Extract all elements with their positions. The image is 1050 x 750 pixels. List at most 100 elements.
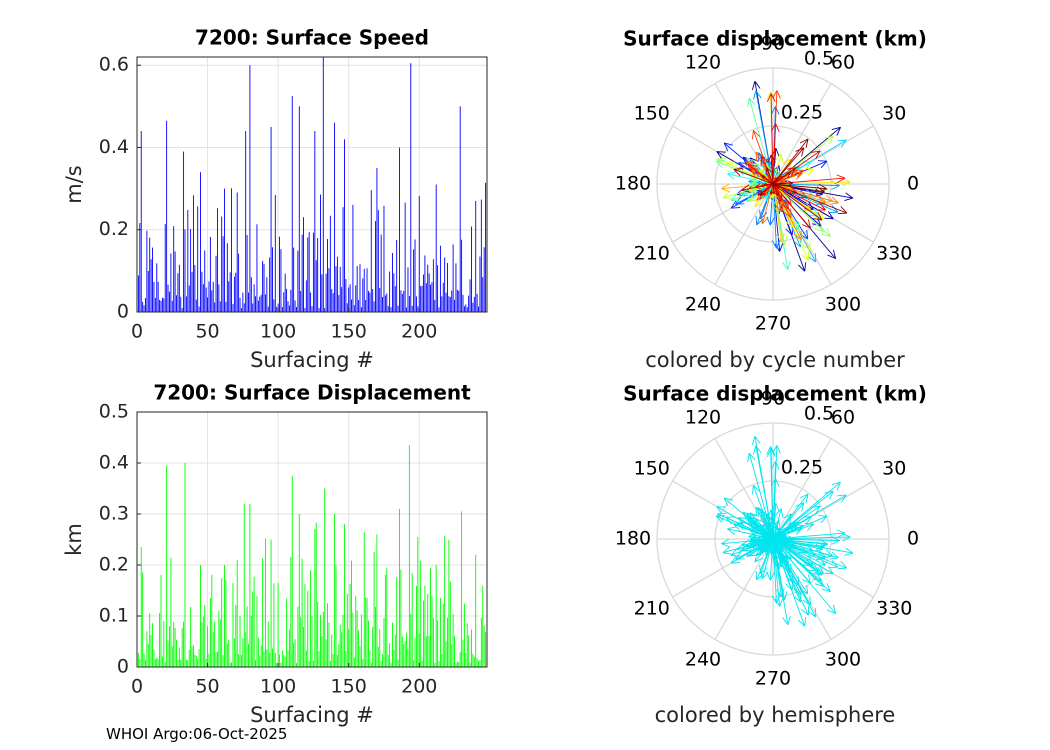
arrow-head: [759, 169, 766, 173]
arrow-head: [825, 194, 834, 202]
arrow-head: [836, 174, 846, 179]
y-tick-label: 0.4: [99, 136, 129, 158]
arrow-head: [725, 516, 732, 525]
bar: [239, 297, 241, 312]
bar: [377, 646, 379, 667]
bar: [269, 652, 271, 667]
bar: [365, 597, 367, 667]
arrow-head: [770, 154, 776, 163]
bar: [387, 654, 389, 667]
bar: [431, 282, 433, 312]
arrow-head: [799, 138, 809, 144]
arrow-head: [747, 519, 753, 528]
bar: [207, 626, 209, 667]
displacement-arrow: [772, 182, 793, 185]
arrow-head: [753, 130, 761, 137]
bar: [170, 253, 172, 312]
bar: [476, 293, 478, 312]
bar: [232, 583, 234, 667]
displacement-arrow: [766, 522, 774, 540]
arrow-head: [760, 569, 763, 579]
arrow-head: [781, 588, 785, 598]
arrow-head: [802, 244, 811, 251]
bar: [335, 266, 337, 312]
bar-chart-2: 0 50 100 150 200 0 0.1 0.2 0.3 0.4 0.5 7200: Surfac…: [62, 381, 488, 727]
arrow-head: [775, 478, 780, 487]
bar: [191, 646, 193, 667]
arrow-head: [754, 80, 761, 89]
bar: [452, 613, 454, 667]
x-axis-label: Surfacing #: [250, 703, 374, 727]
bar: [314, 131, 316, 312]
bar: [332, 654, 334, 667]
bar: [149, 613, 151, 667]
arrow-head: [759, 548, 765, 551]
bar: [338, 295, 340, 312]
arrow-head: [753, 90, 757, 100]
bar: [379, 287, 381, 312]
arrow-head: [818, 550, 827, 558]
bar: [311, 616, 313, 667]
bar: [260, 645, 262, 667]
bar: [159, 299, 161, 312]
bar: [211, 574, 213, 667]
bar: [459, 651, 461, 667]
bar: [410, 613, 412, 667]
arrow-head: [770, 478, 776, 487]
bar: [187, 209, 189, 312]
arrow-head: [816, 541, 825, 548]
displacement-arrow: [772, 538, 775, 549]
bar: [480, 199, 482, 312]
displacement-arrow: [770, 448, 774, 540]
bar: [204, 250, 206, 312]
arrow-head: [774, 547, 779, 551]
arrow-head: [776, 90, 781, 99]
arrow-head: [746, 548, 752, 557]
bar: [461, 511, 463, 667]
bar: [176, 639, 177, 667]
bar: [195, 656, 197, 667]
bar: [336, 654, 338, 667]
bar: [418, 196, 420, 312]
arrow-head: [829, 135, 834, 145]
bar: [346, 593, 348, 667]
bar: [396, 577, 398, 667]
bar: [404, 202, 406, 312]
arrow-head: [750, 181, 757, 186]
arrow-head: [730, 200, 737, 209]
arrow-head: [820, 160, 828, 169]
bar: [407, 648, 409, 667]
arrow-head: [808, 201, 814, 210]
x-tick-label: 50: [195, 676, 219, 698]
arrow-head: [842, 536, 851, 542]
arrow-head: [766, 513, 773, 520]
bar: [197, 206, 199, 312]
arrow-head: [759, 190, 763, 196]
arrow-head: [741, 189, 751, 193]
arrow-head: [831, 551, 839, 559]
arrow-head: [774, 508, 782, 516]
bar: [341, 632, 343, 667]
bar: [366, 268, 368, 312]
arrow-head: [776, 527, 780, 531]
bar: [142, 572, 144, 667]
bar: [382, 297, 384, 312]
displacement-arrow: [761, 538, 774, 579]
arrow-head: [793, 588, 802, 596]
bar: [468, 295, 470, 312]
bar: [334, 514, 336, 667]
bar: [449, 581, 451, 667]
arrow-head: [785, 583, 793, 591]
bar: [362, 659, 364, 667]
bar: [394, 286, 396, 312]
bar: [417, 536, 419, 667]
bar: [160, 575, 162, 667]
bar: [190, 606, 192, 667]
x-tick-label: 50: [195, 321, 219, 343]
arrow-head: [763, 193, 769, 197]
arrow-head: [783, 158, 792, 164]
arrow-head: [758, 152, 766, 159]
bar: [393, 273, 395, 312]
bar: [399, 508, 400, 667]
bar: [235, 605, 237, 667]
